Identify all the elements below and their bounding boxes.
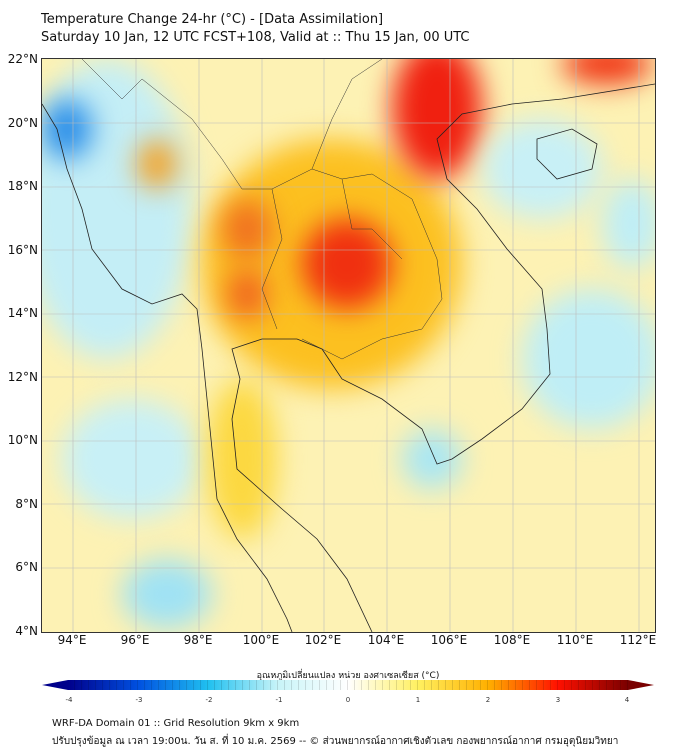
lon-label: 110°E [556, 633, 594, 647]
lon-label: 104°E [367, 633, 405, 647]
lat-label: 12°N [7, 370, 38, 384]
colorbar-tick: -2 [205, 696, 213, 704]
colorbar-tick: 2 [485, 696, 491, 704]
lat-label: 18°N [7, 179, 38, 193]
lon-label: 108°E [493, 633, 531, 647]
colorbar-tick: 1 [415, 696, 421, 704]
footer-credit: ปรับปรุงข้อมูล ณ เวลา 19:00น. วัน ส. ที่… [52, 736, 619, 747]
lon-label: 100°E [242, 633, 280, 647]
colorbar-max-extend [628, 680, 654, 690]
colorbar-tick: -4 [65, 696, 73, 704]
lon-label: 98°E [183, 633, 213, 647]
map-overlay [42, 59, 655, 632]
colorbar [68, 680, 628, 690]
colorbar-tick: -1 [275, 696, 283, 704]
lat-label: 16°N [7, 243, 38, 257]
colorbar-min-extend [42, 680, 68, 690]
temperature-change-map [41, 58, 656, 633]
lon-label: 106°E [430, 633, 468, 647]
colorbar-tick: 3 [555, 696, 561, 704]
lat-label: 4°N [15, 624, 38, 638]
coastlines [42, 83, 655, 632]
colorbar-label: อุณหภูมิเปลี่ยนแปลง หน่วย องศาเซลเซียส (… [256, 671, 440, 681]
lat-label: 20°N [7, 116, 38, 130]
colorbar-tick: 0 [345, 696, 351, 704]
lat-label: 8°N [15, 497, 38, 511]
footer-model-info: WRF-DA Domain 01 :: Grid Resolution 9km … [52, 718, 300, 729]
lon-label: 112°E [619, 633, 657, 647]
borders [81, 59, 443, 360]
lon-label: 94°E [57, 633, 87, 647]
lon-label: 102°E [304, 633, 342, 647]
lat-label: 14°N [7, 306, 38, 320]
lat-label: 22°N [7, 52, 38, 66]
graticule [42, 59, 655, 632]
lat-label: 10°N [7, 433, 38, 447]
lon-label: 96°E [120, 633, 150, 647]
chart-subtitle: Saturday 10 Jan, 12 UTC FCST+108, Valid … [41, 30, 470, 45]
colorbar-tick: 4 [624, 696, 630, 704]
lat-label: 6°N [15, 560, 38, 574]
colorbar-tick: -3 [135, 696, 143, 704]
chart-title: Temperature Change 24-hr (°C) - [Data As… [41, 12, 384, 27]
